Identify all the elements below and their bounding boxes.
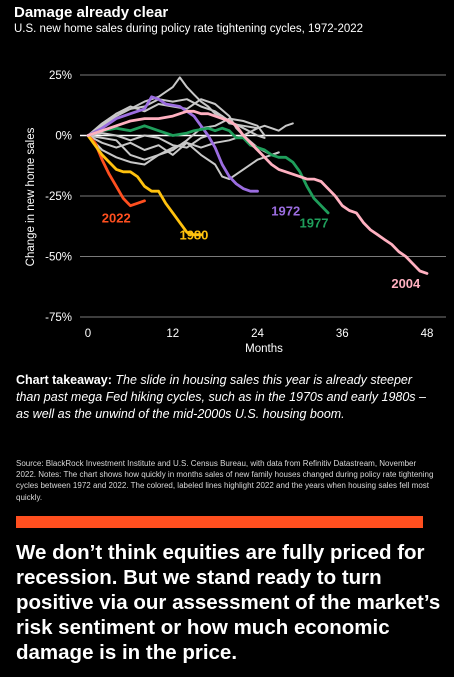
line-chart: 25% 0% -25% -50% -75% 0 12 24 36 48 2022 1980 19721… [25,70,446,355]
series-label-2022: 2022 [102,211,131,226]
chart-takeaway: Chart takeaway: The slide in housing sal… [16,372,438,423]
headline-statement: We don’t think equities are fully priced… [16,541,441,664]
series-line-other-cycle [87,122,294,156]
series-line-other-cycle [87,132,210,149]
x-tick-label: 12 [166,328,179,340]
takeaway-lead: Chart takeaway: [16,373,112,387]
series-label-2004: 2004 [391,276,421,291]
y-axis-label: Change in new home sales [25,127,37,266]
y-tick-label: 0% [55,131,72,143]
series-label-1980: 1980 [179,228,208,243]
accent-divider [16,516,423,528]
series-label-1977: 1977 [300,215,329,230]
y-tick-label: -25% [45,191,72,203]
series-line-1972 [86,95,259,193]
series-line-other-cycle [87,117,266,161]
x-axis-label: Months [245,343,283,355]
y-tick-label: -75% [45,312,72,324]
x-tick-label: 0 [85,328,91,340]
y-tick-label: -50% [45,252,72,264]
series-label-1972: 1972 [271,203,300,218]
source-note: Source: BlackRock Investment Institute a… [16,459,434,502]
chart-title: Damage already clear [14,4,169,21]
x-tick-label: 48 [421,328,434,340]
chart-subtitle: U.S. new home sales during policy rate t… [14,23,364,35]
takeaway-body: The slide in housing sales this year is … [16,373,426,421]
y-tick-label: 25% [49,70,72,82]
series-line-1977 [86,124,330,215]
series-line-1980 [86,134,203,237]
x-tick-label: 24 [251,328,264,340]
series-line-other-cycle [87,98,266,139]
x-tick-label: 36 [336,328,349,340]
series-line-other-cycle [87,134,280,181]
series-line-2004 [86,109,429,275]
